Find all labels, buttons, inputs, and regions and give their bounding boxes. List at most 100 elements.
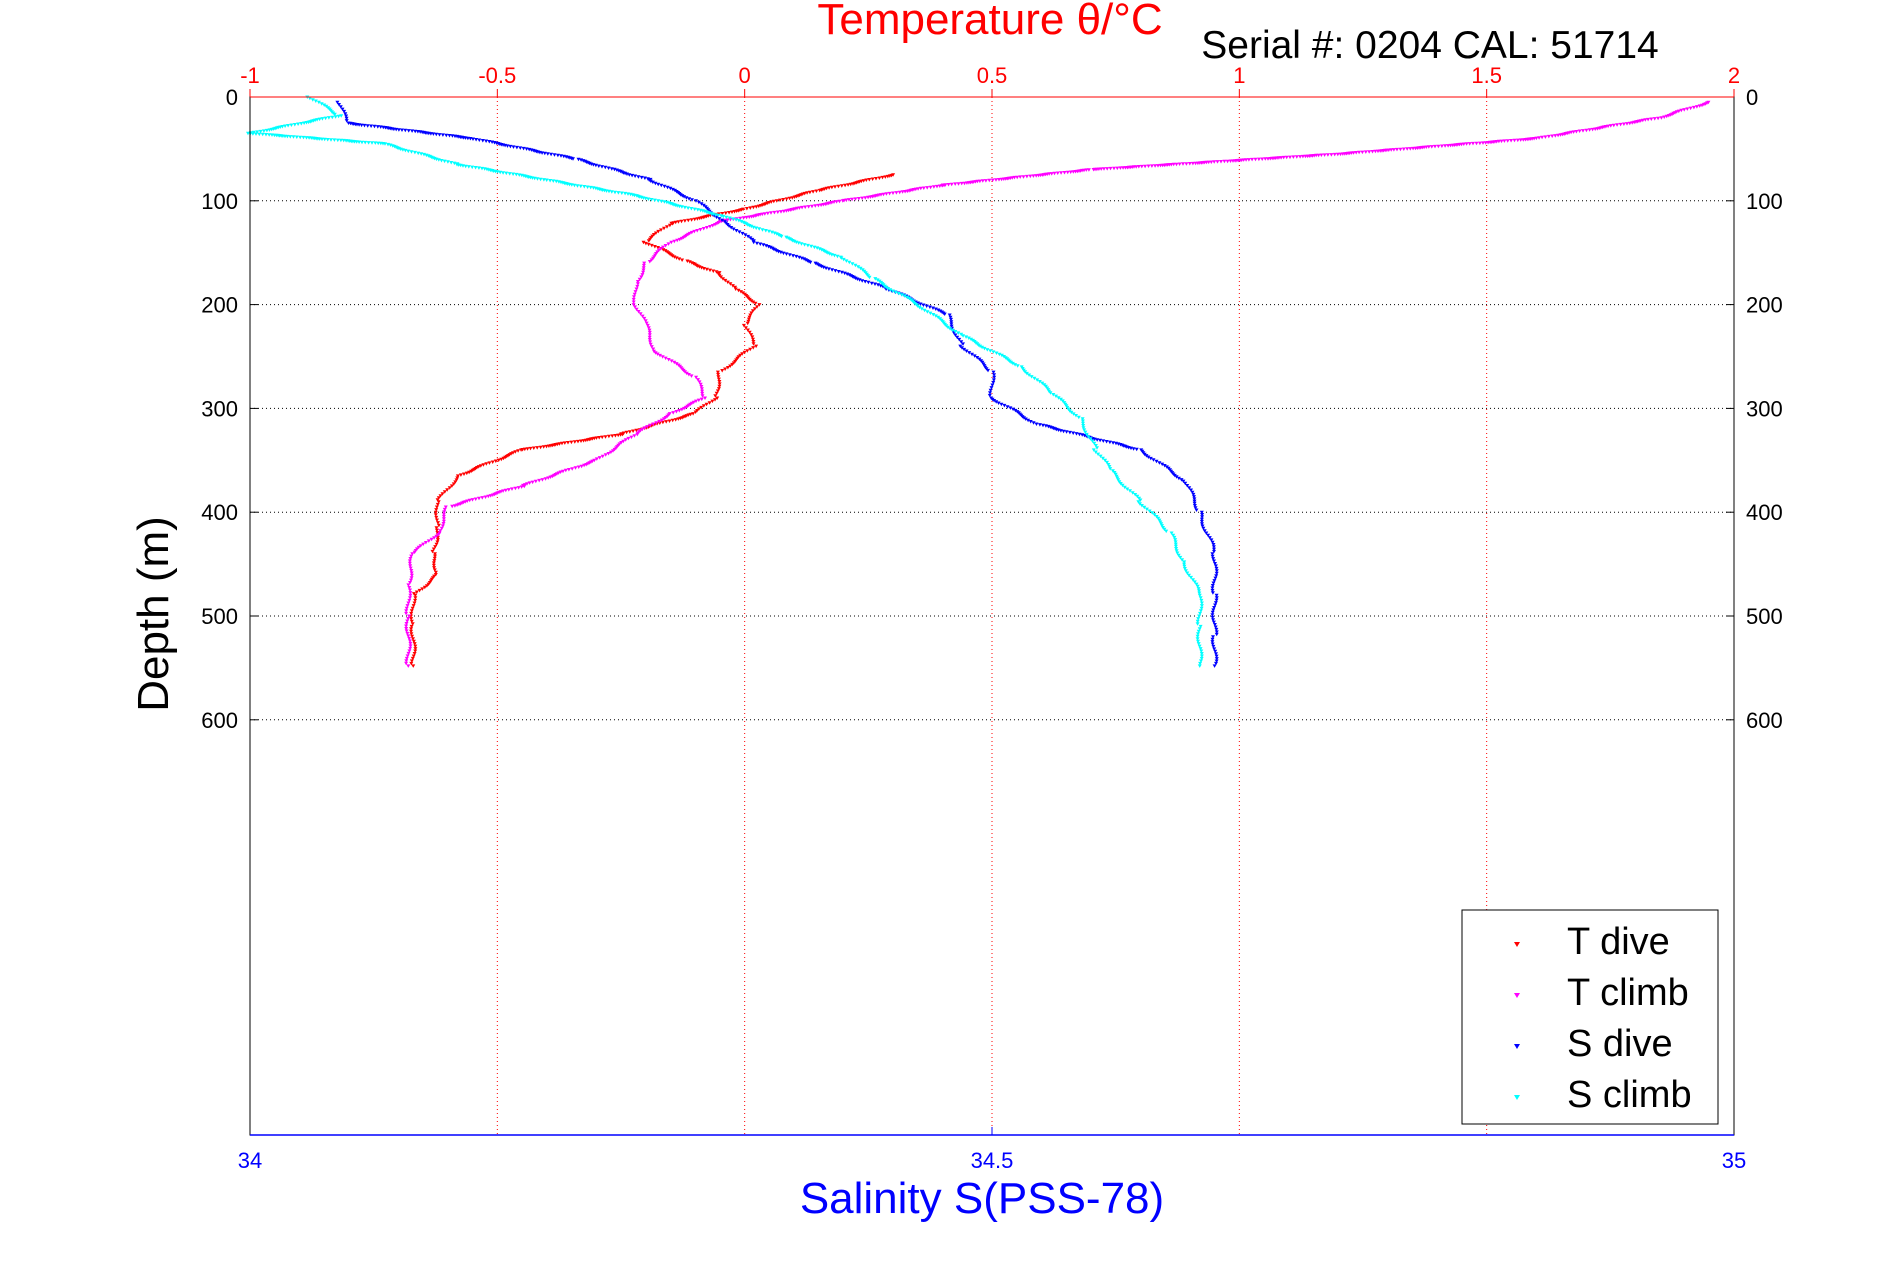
data-point xyxy=(964,349,969,353)
data-point xyxy=(833,185,837,189)
data-point xyxy=(866,280,871,285)
data-point xyxy=(1192,495,1196,499)
data-point xyxy=(749,299,754,303)
data-point xyxy=(656,229,661,234)
data-point xyxy=(326,116,331,120)
data-point xyxy=(429,537,434,542)
top-tick-label: -0.5 xyxy=(478,63,516,88)
data-point xyxy=(432,536,437,540)
data-point xyxy=(1213,625,1218,629)
data-point xyxy=(407,636,412,641)
data-point xyxy=(661,248,666,252)
data-point xyxy=(670,187,675,192)
data-point xyxy=(636,175,641,179)
data-point xyxy=(1197,593,1202,598)
data-point xyxy=(1177,162,1182,166)
data-point xyxy=(1214,569,1219,573)
data-point xyxy=(991,378,996,382)
data-point xyxy=(687,231,692,236)
data-point xyxy=(1059,171,1064,175)
data-point xyxy=(666,242,671,246)
data-point xyxy=(600,165,604,169)
data-point xyxy=(642,261,647,266)
data-point xyxy=(406,651,411,656)
data-point xyxy=(636,310,641,314)
data-point xyxy=(1158,520,1163,524)
data-point xyxy=(431,547,436,551)
data-point xyxy=(870,177,875,181)
data-point xyxy=(1210,554,1215,559)
data-point xyxy=(1212,606,1217,610)
data-point xyxy=(344,114,349,118)
data-point xyxy=(646,242,651,247)
data-point xyxy=(714,391,719,396)
data-point xyxy=(961,342,965,346)
data-point xyxy=(1143,164,1148,169)
data-point xyxy=(516,486,521,490)
data-point xyxy=(412,642,417,646)
data-point xyxy=(1411,146,1416,151)
data-point xyxy=(639,175,644,180)
data-point xyxy=(1210,586,1215,590)
data-point xyxy=(1052,171,1057,176)
data-point xyxy=(437,133,442,137)
data-point xyxy=(809,244,814,249)
data-point xyxy=(436,500,441,504)
data-point xyxy=(1156,516,1161,521)
data-point xyxy=(431,563,436,568)
top-tick-label: -1 xyxy=(240,63,260,88)
data-point xyxy=(1192,499,1197,504)
data-point xyxy=(883,175,888,179)
data-point xyxy=(1199,601,1204,605)
data-point xyxy=(1367,150,1372,154)
data-point xyxy=(424,584,429,588)
data-point xyxy=(563,468,568,473)
data-point xyxy=(716,375,721,379)
data-point xyxy=(1071,412,1076,416)
bottom-tick-label: 34.5 xyxy=(971,1148,1014,1173)
data-point xyxy=(313,99,318,103)
data-point xyxy=(413,129,418,134)
data-point xyxy=(711,269,716,273)
data-point xyxy=(506,488,511,492)
data-point xyxy=(609,190,614,194)
data-point xyxy=(407,614,411,618)
data-point xyxy=(476,166,481,170)
data-point xyxy=(436,521,440,525)
data-point xyxy=(1142,505,1147,510)
data-point xyxy=(412,601,417,605)
data-point xyxy=(410,622,415,626)
data-point xyxy=(1174,475,1179,479)
data-point xyxy=(856,265,861,269)
data-point xyxy=(1139,504,1144,508)
data-point xyxy=(335,138,340,143)
data-point xyxy=(1649,117,1654,121)
right-tick-label: 500 xyxy=(1746,604,1783,629)
data-point xyxy=(1401,147,1406,151)
left-tick-label: 200 xyxy=(201,293,238,318)
data-point xyxy=(1335,152,1340,157)
data-point xyxy=(827,252,832,256)
data-point xyxy=(1116,478,1121,482)
data-point xyxy=(442,490,447,494)
data-point xyxy=(805,243,810,248)
data-point xyxy=(407,586,412,590)
data-point xyxy=(1213,649,1218,654)
data-point xyxy=(641,240,646,245)
data-point xyxy=(403,148,408,153)
data-point xyxy=(880,175,885,180)
data-point xyxy=(1032,376,1037,381)
data-point xyxy=(1543,135,1548,139)
data-point xyxy=(1135,494,1140,499)
data-point xyxy=(850,197,855,202)
data-points xyxy=(246,95,1711,668)
data-point xyxy=(444,133,449,138)
data-point xyxy=(751,342,756,346)
data-point xyxy=(717,217,722,221)
data-point xyxy=(616,433,621,438)
data-point xyxy=(850,262,855,266)
data-point xyxy=(408,593,413,598)
data-point xyxy=(1196,639,1200,644)
data-point xyxy=(624,430,629,435)
data-point xyxy=(1121,166,1126,170)
